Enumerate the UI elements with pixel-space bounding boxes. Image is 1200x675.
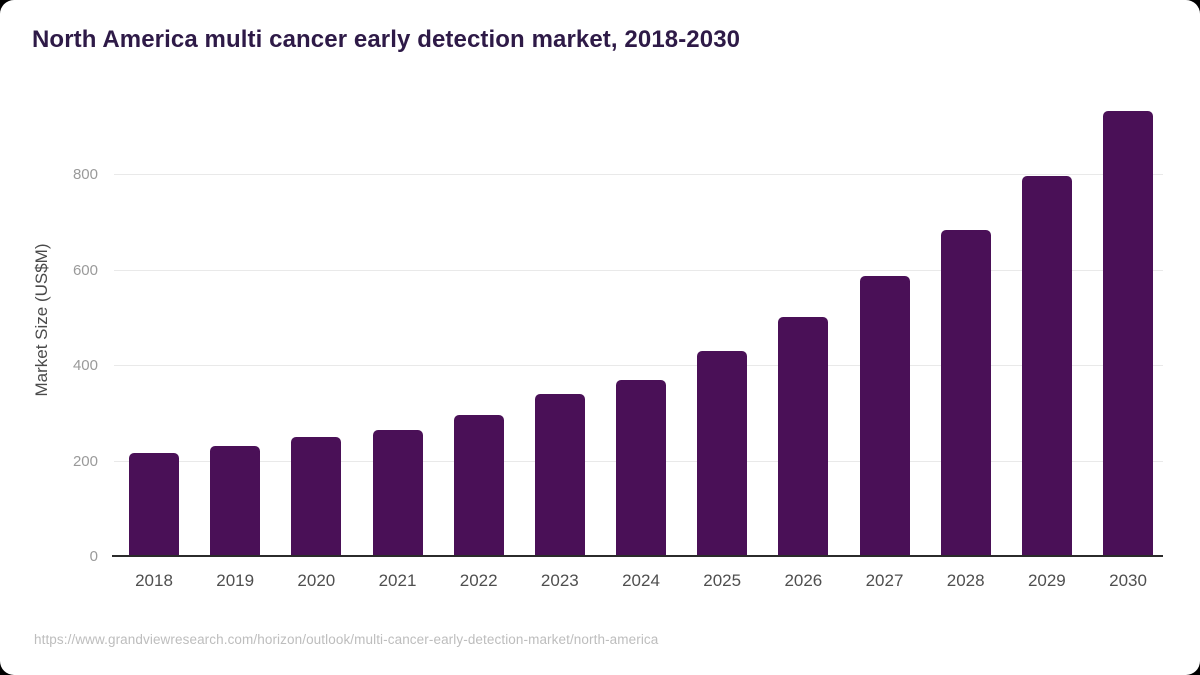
plot-area [110, 90, 1163, 557]
bar-2025 [697, 351, 748, 557]
y-tick-label-0: 0 [89, 548, 98, 565]
y-tick-label-600: 600 [72, 261, 98, 279]
bar-2023 [534, 394, 585, 557]
x-tick-label-2027: 2027 [865, 571, 904, 590]
y-tick-label-400: 400 [72, 357, 98, 374]
x-axis-line [112, 555, 1163, 557]
x-tick-label-2021: 2021 [378, 571, 417, 590]
x-tick-label-2030: 2030 [1109, 571, 1147, 590]
bar-2026 [778, 317, 829, 557]
gridline-800 [114, 174, 1163, 175]
bar-2030 [1103, 111, 1154, 557]
chart-title: North America multi cancer early detecti… [32, 26, 741, 53]
x-tick-label-2020: 2020 [297, 571, 336, 590]
x-tick-label-2029: 2029 [1027, 571, 1066, 590]
bar-2018 [129, 453, 179, 557]
bar-2021 [372, 430, 423, 557]
x-tick-label-2018: 2018 [135, 571, 173, 590]
x-tick-label-2022: 2022 [459, 571, 498, 590]
y-tick-label-200: 200 [72, 452, 98, 470]
bar-2020 [291, 437, 342, 557]
bar-2028 [940, 230, 991, 557]
x-tick-label-2024: 2024 [622, 571, 660, 590]
x-axis-labels: 2018 2019 2020 2021 2022 2023 2024 2025 2026 2027… [0, 571, 1200, 597]
gridline-400 [114, 365, 1163, 366]
bar-2029 [1021, 176, 1072, 557]
bar-2022 [453, 415, 504, 557]
x-tick-label-2025: 2025 [703, 571, 742, 590]
x-tick-label-2028: 2028 [946, 571, 985, 590]
y-tick-label-800: 800 [72, 166, 98, 183]
gridline-600 [114, 269, 1163, 271]
x-tick-label-2019: 2019 [216, 571, 255, 590]
bar-2019 [210, 446, 261, 557]
y-axis-tick-labels: 0 200 400 600 800 [20, 90, 98, 565]
bar-2024 [616, 380, 667, 557]
x-tick-label-2026: 2026 [784, 571, 823, 590]
source-url: https://www.grandviewresearch.com/horizo… [34, 632, 659, 647]
bar-2027 [859, 276, 910, 557]
x-tick-label-2023: 2023 [540, 571, 579, 590]
